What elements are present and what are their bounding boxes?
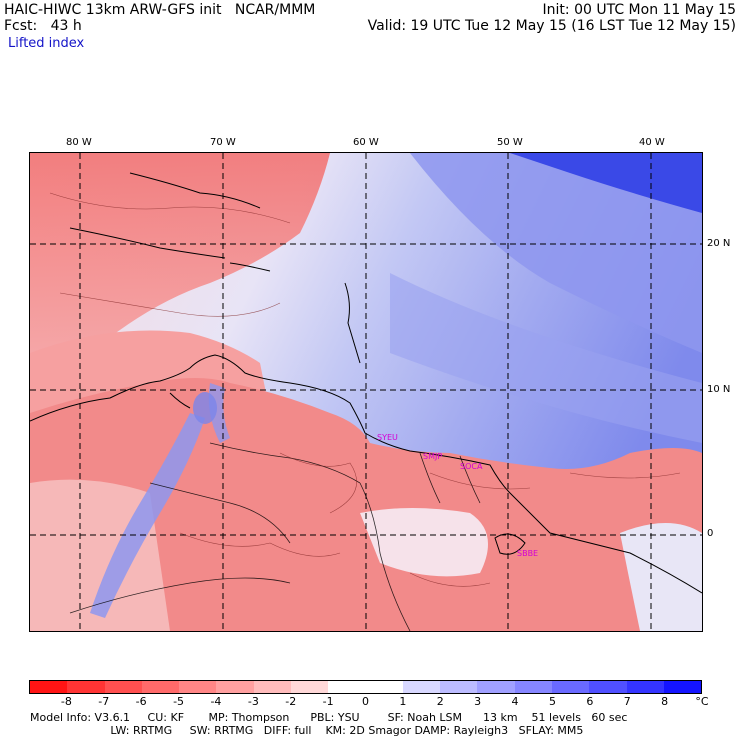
colorbar-tick-label: -7 xyxy=(98,695,110,708)
colorbar-swatch xyxy=(514,681,552,693)
colorbar-swatch xyxy=(551,681,590,693)
field-name: Lifted index xyxy=(8,36,85,51)
colorbar-swatch xyxy=(141,681,180,693)
colorbar-tick-label: -3 xyxy=(247,695,259,708)
colorbar-tick-label: -8 xyxy=(60,695,72,708)
colorbar-tick-label: 2 xyxy=(436,695,444,708)
station-label-sbbe: SBBE xyxy=(517,549,539,558)
colorbar-tick-label: -6 xyxy=(135,695,147,708)
colorbar-swatch xyxy=(663,681,702,693)
forecast-hour: Fcst: 43 h xyxy=(4,18,82,34)
lifted-index-map xyxy=(30,153,702,631)
lat-tick-10n: 10 N xyxy=(707,384,731,395)
colorbar-swatch xyxy=(253,681,291,693)
model-info-line1: Model Info: V3.6.1 CU: KF MP: Thompson P… xyxy=(30,711,628,724)
map-panel: SYEU SMJP SOCA SBBE xyxy=(29,152,703,632)
colorbar-tick-label: -1 xyxy=(322,695,334,708)
lat-tick-20n: 20 N xyxy=(707,238,731,249)
colorbar-swatch xyxy=(67,681,105,693)
colorbar-swatch xyxy=(440,681,478,693)
colorbar-tick-label: 4 xyxy=(511,695,519,708)
lon-tick-40w: 40 W xyxy=(639,137,665,148)
colorbar-tick-label: -5 xyxy=(173,695,185,708)
plot-title: HAIC-HIWC 13km ARW-GFS init NCAR/MMM xyxy=(4,2,316,18)
colorbar-tick-label: -2 xyxy=(285,695,297,708)
colorbar-swatch xyxy=(589,681,627,693)
colorbar-tick-label: 0 xyxy=(362,695,369,708)
lon-tick-50w: 50 W xyxy=(497,137,523,148)
colorbar-tick-label: 5 xyxy=(548,695,556,708)
colorbar-swatch xyxy=(402,681,441,693)
colorbar-swatch xyxy=(216,681,254,693)
colorbar-swatch xyxy=(179,681,217,693)
colorbar-tick-label: 6 xyxy=(586,695,594,708)
lon-tick-70w: 70 W xyxy=(210,137,236,148)
colorbar-tick-label: 7 xyxy=(623,695,631,708)
colorbar-tick-label: 3 xyxy=(474,695,482,708)
init-time: Init: 00 UTC Mon 11 May 15 xyxy=(542,2,736,18)
colorbar-swatch xyxy=(477,681,515,693)
colorbar-swatch xyxy=(104,681,142,693)
colorbar xyxy=(29,680,702,694)
model-info-line2: LW: RRTMG SW: RRTMG DIFF: full KM: 2D Sm… xyxy=(30,724,584,737)
colorbar-swatch xyxy=(328,681,366,693)
station-label-smjp: SMJP xyxy=(423,452,443,461)
lon-tick-60w: 60 W xyxy=(353,137,379,148)
valid-time: Valid: 19 UTC Tue 12 May 15 (16 LST Tue … xyxy=(367,18,736,34)
colorbar-tick-label: 1 xyxy=(399,695,407,708)
colorbar-tick-label: 8 xyxy=(661,695,669,708)
lat-tick-0: 0 xyxy=(707,528,714,539)
colorbar-swatch xyxy=(626,681,664,693)
colorbar-swatch xyxy=(30,681,68,693)
lon-tick-80w: 80 W xyxy=(66,137,92,148)
station-label-syeu: SYEU xyxy=(377,433,398,442)
station-label-soca: SOCA xyxy=(460,462,483,471)
colorbar-swatch xyxy=(290,681,329,693)
colorbar-swatch xyxy=(365,681,403,693)
colorbar-tick-label: -4 xyxy=(210,695,222,708)
colorbar-unit: °C xyxy=(695,695,709,708)
